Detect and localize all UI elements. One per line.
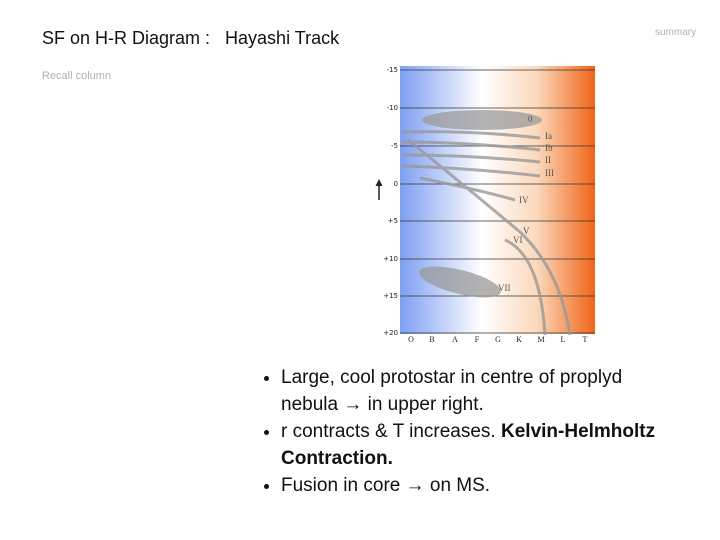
magnitude-label: -10 <box>387 104 398 112</box>
bullet-text: r contracts & T increases. <box>281 421 501 442</box>
spectral-label: K <box>516 335 522 344</box>
recall-label: Recall column <box>42 70 112 82</box>
spectral-label: M <box>537 335 544 344</box>
class-label: V <box>523 226 530 236</box>
slide-title: SF on H-R Diagram : Hayashi Track <box>42 28 340 48</box>
luminosity-arrow <box>375 179 383 200</box>
magnitude-label: -15 <box>387 66 398 74</box>
luminosity-tracks <box>401 130 572 336</box>
magnitude-label: 0 <box>394 180 398 188</box>
spectral-label: T <box>583 335 588 344</box>
magnitude-label: +5 <box>388 217 398 225</box>
bullet: r contracts & T increases. Kelvin-Helmho… <box>281 418 673 472</box>
spectral-label: L <box>561 335 566 344</box>
magnitude-label: +15 <box>383 292 398 300</box>
class-label: VI <box>513 235 523 245</box>
grid <box>400 69 595 334</box>
magnitude-label: +20 <box>383 329 398 337</box>
class-label: II <box>545 155 551 165</box>
class-label: Ia <box>545 131 552 141</box>
class-label: VII <box>498 283 511 293</box>
spectral-axis: O B A F G K M L T <box>408 335 587 344</box>
bullet: Large, cool protostar in centre of propl… <box>281 364 673 418</box>
bullet-text: Fusion in core → on MS. <box>281 475 491 496</box>
spectral-label: G <box>495 335 501 344</box>
luminosity-classes: 0 Ia Ib II III IV V VI VII <box>498 114 554 293</box>
summary-label: summary <box>655 27 697 38</box>
class-label: 0 <box>528 114 533 124</box>
bullet-text: Large, cool protostar in centre of propl… <box>281 367 623 415</box>
bullet-list: Large, cool protostar in centre of propl… <box>262 364 673 499</box>
bullet: Fusion in core → on MS. <box>281 472 673 499</box>
spectral-label: O <box>408 335 414 344</box>
magnitude-label: +10 <box>383 255 398 263</box>
spectral-label: B <box>429 335 434 344</box>
class-regions <box>419 110 542 298</box>
class-label: IV <box>519 195 529 205</box>
class-label: III <box>545 168 554 178</box>
magnitude-label: -5 <box>391 142 398 150</box>
bullet-bold-text: Kelvin-Helmholtz Contraction. <box>281 421 656 469</box>
magnitude-axis: -15 -10 -5 0 +5 +10 +15 +20 <box>383 66 398 337</box>
class-label: Ib <box>545 143 553 153</box>
spectral-label: A <box>452 335 458 344</box>
spectral-label: F <box>475 335 480 344</box>
